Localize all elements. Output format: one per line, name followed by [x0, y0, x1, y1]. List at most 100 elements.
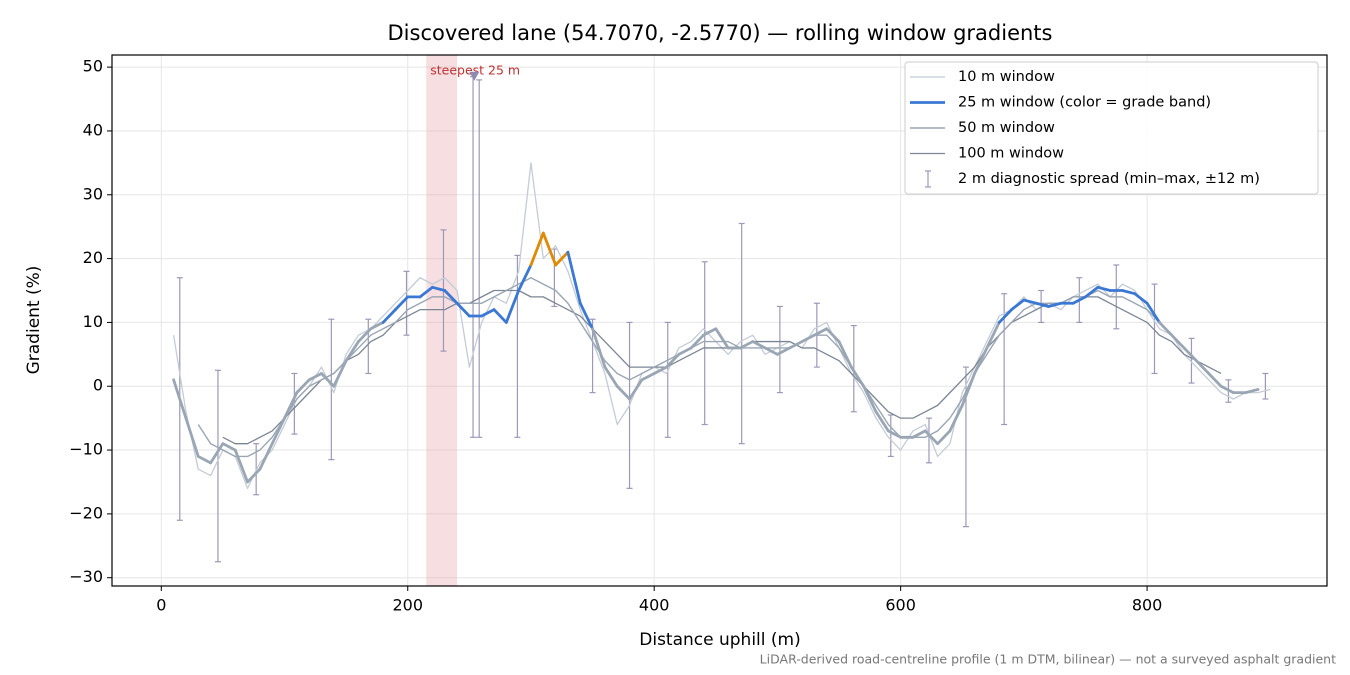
line-segment: [800, 333, 816, 343]
line-segment: [344, 340, 360, 363]
spread-bar: [664, 321, 671, 438]
line-segment: [652, 365, 668, 375]
line-segment: [1145, 301, 1161, 324]
line-segment: [1244, 388, 1260, 395]
line-segment: [381, 308, 397, 324]
line-segment: [1194, 359, 1211, 375]
y-tick-label: −20: [69, 503, 103, 522]
legend-swatch: [925, 170, 931, 188]
line-segment: [184, 416, 200, 458]
x-tick-label: 800: [1132, 596, 1163, 615]
line-series: [197, 277, 1246, 458]
y-tick-label: 40: [83, 120, 103, 139]
spread-bar: [701, 261, 708, 426]
y-tick-label: 20: [83, 248, 103, 267]
line-segment: [911, 429, 927, 439]
line-segment: [209, 442, 225, 465]
line-segment: [886, 429, 903, 439]
steepest-marker: [469, 71, 480, 81]
spread-bar: [476, 79, 483, 438]
spread-bar: [738, 222, 745, 445]
spread-bar: [214, 369, 221, 563]
line-segment: [936, 429, 952, 446]
x-tick-label: 200: [392, 596, 423, 615]
line-segment: [1182, 346, 1198, 363]
line-segment: [788, 340, 804, 350]
line-segment: [665, 352, 681, 369]
legend-label: 100 m window: [958, 146, 1064, 162]
line-segment: [1022, 298, 1038, 305]
line-segment: [270, 416, 286, 446]
line-segment: [307, 372, 323, 382]
line-segment: [504, 289, 521, 324]
plot-frame: [111, 54, 1328, 587]
line-segment: [455, 301, 471, 318]
line-segment: [1219, 384, 1235, 395]
line-segment: [751, 340, 767, 350]
line-segment: [714, 327, 730, 350]
line-segment: [430, 285, 447, 292]
line-segment: [825, 327, 841, 343]
legend-label: 25 m window (color = grade band): [958, 95, 1211, 111]
line-segment: [997, 308, 1013, 324]
x-tick-label: 600: [885, 596, 916, 615]
line-segment: [258, 442, 274, 471]
line-segment: [960, 372, 976, 407]
plot-area: [172, 76, 1271, 563]
spread-bar: [328, 318, 335, 461]
line-segment: [702, 327, 718, 337]
x-axis-label: Distance uphill (m): [639, 630, 800, 650]
footnote: LiDAR-derived road-centreline profile (1…: [760, 652, 1336, 667]
x-tick-label: 400: [639, 596, 670, 615]
line-segment: [529, 231, 545, 267]
line-segment: [689, 333, 705, 350]
y-tick-label: 50: [83, 57, 103, 76]
chart-title: Discovered lane (54.7070, -2.5770) — rol…: [388, 21, 1053, 45]
line-segment: [172, 378, 188, 420]
line-segment: [812, 327, 829, 337]
line-segment: [1084, 285, 1100, 299]
line-segment: [566, 250, 582, 305]
line-segment: [418, 285, 434, 299]
line-segment: [554, 250, 570, 267]
spread-bar: [776, 305, 783, 394]
line-segment: [1010, 298, 1026, 312]
y-tick-label: 30: [83, 184, 103, 203]
legend-label: 10 m window: [958, 69, 1055, 85]
line-segment: [640, 372, 656, 382]
spread-bar: [887, 414, 894, 458]
line-segment: [628, 378, 644, 401]
line-segment: [849, 365, 866, 388]
line-segment: [591, 327, 607, 369]
line-segment: [443, 289, 459, 305]
x-tick-label: 0: [156, 596, 166, 615]
steepest-label: steepest 25 m: [430, 63, 520, 78]
y-tick-label: 0: [93, 376, 103, 395]
line-segment: [948, 403, 964, 433]
line-segment: [369, 321, 385, 331]
line-segment: [985, 321, 1001, 350]
y-axis-label: Gradient (%): [24, 266, 44, 375]
spread-bar: [1262, 372, 1269, 400]
spread-bar: [1151, 283, 1158, 375]
line-segment: [837, 340, 853, 369]
line-segment: [357, 327, 373, 343]
line-segment: [603, 365, 619, 388]
line-segment: [221, 442, 237, 452]
legend-label: 50 m window: [958, 120, 1055, 136]
line-segment: [246, 467, 262, 484]
line-segment: [1121, 289, 1137, 296]
spread-bar: [403, 270, 410, 336]
line-segment: [1034, 301, 1050, 308]
steepest-span: [426, 55, 458, 586]
line-segment: [1096, 285, 1112, 292]
y-tick-label: −30: [69, 567, 103, 586]
line-segment: [1207, 372, 1223, 388]
line-segment: [517, 263, 533, 292]
y-tick-label: −10: [69, 440, 103, 459]
line-segment: [973, 346, 989, 375]
spread-bar: [514, 254, 521, 438]
line-segment: [1071, 295, 1087, 305]
line-segment: [295, 378, 311, 395]
